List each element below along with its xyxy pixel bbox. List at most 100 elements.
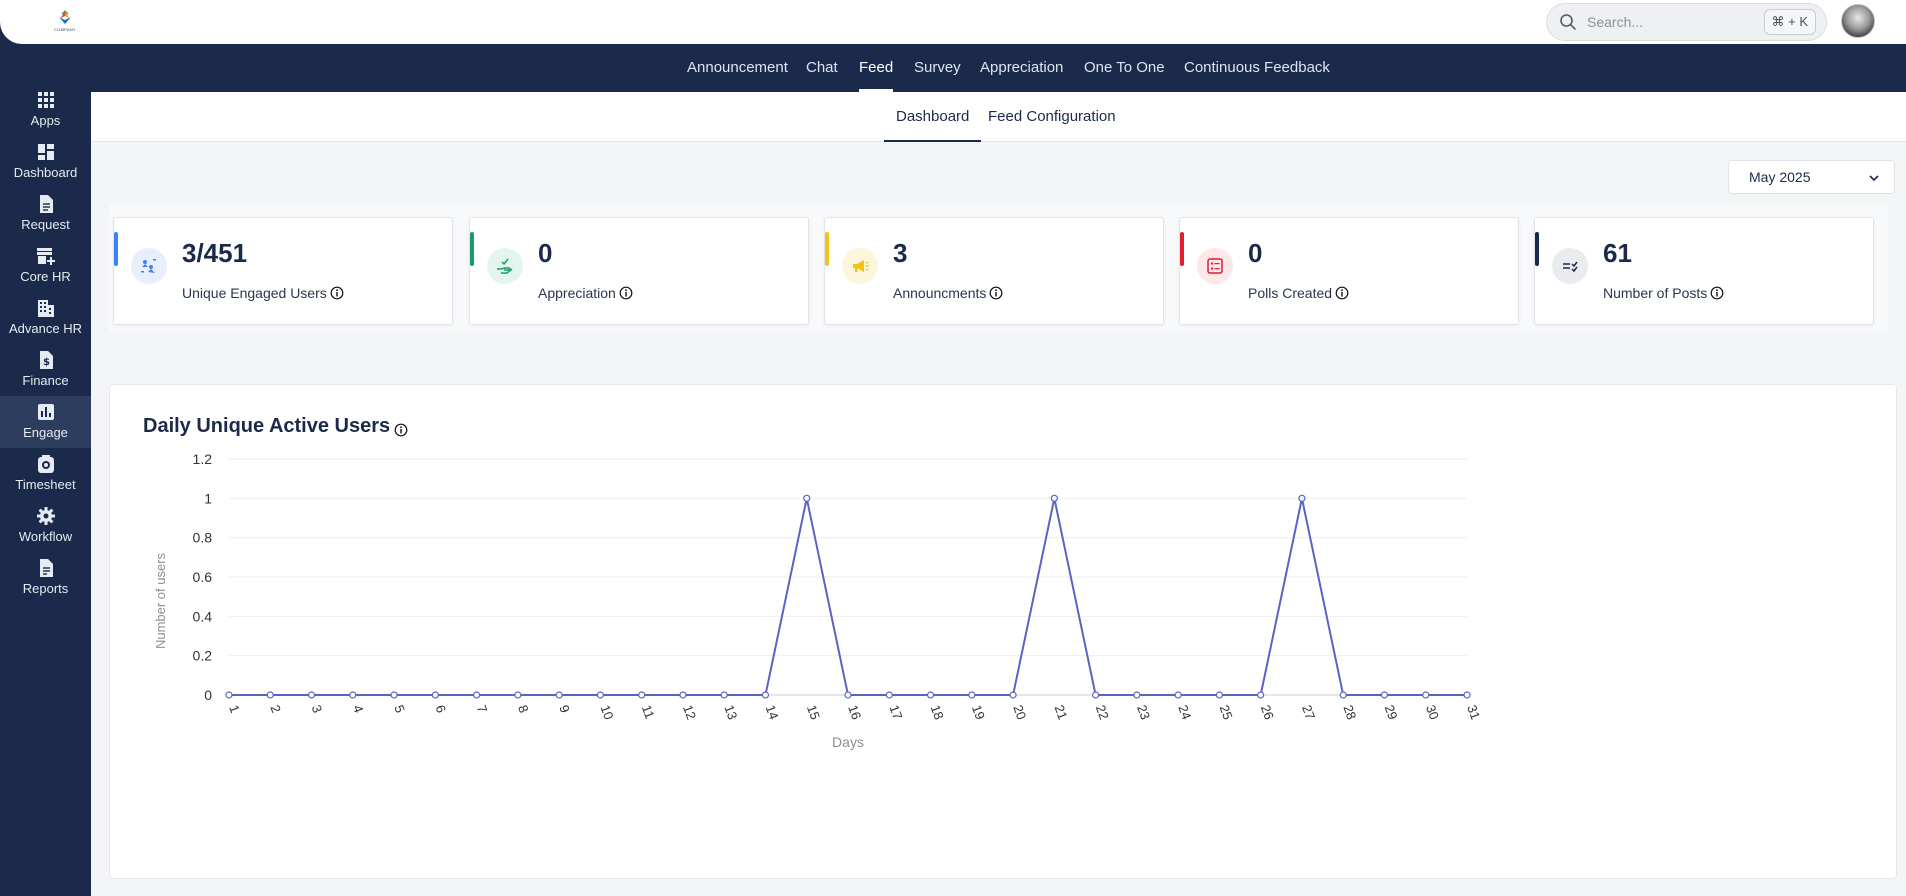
sidebar-item-label: Request (21, 217, 70, 232)
sub-tabs: Dashboard Feed Configuration (91, 92, 1906, 142)
module-tab-appreciation[interactable]: Appreciation (980, 59, 1064, 76)
module-tab-announcement[interactable]: Announcement (687, 59, 788, 76)
data-point (307, 691, 316, 699)
sidebar-item-finance[interactable]: $ Finance (0, 344, 91, 396)
stat-label-row: Number of Posts (1603, 285, 1724, 301)
info-icon[interactable] (989, 286, 1003, 300)
x-tick-label: 17 (886, 703, 905, 722)
x-tick-label: 6 (433, 703, 450, 715)
sidebar-item-reports[interactable]: Reports (0, 552, 91, 604)
x-tick-label: 9 (556, 703, 573, 715)
document-icon (39, 195, 53, 213)
store-icon (36, 248, 55, 265)
month-select-value: May 2025 (1749, 169, 1811, 185)
info-icon[interactable] (1710, 286, 1724, 300)
x-tick-label: 19 (969, 703, 988, 722)
month-select[interactable]: May 2025 (1728, 160, 1895, 194)
x-tick-label: 16 (845, 703, 864, 722)
data-point (1298, 494, 1306, 502)
tab-dashboard[interactable]: Dashboard (884, 92, 982, 142)
line-chart: 00.20.40.60.811.21 2 3 4 5 6 7 8 9 10 11 12 13 14 15 16… (153, 451, 1483, 750)
main-content: Dashboard Feed Configuration May 2025 3/… (91, 92, 1906, 896)
sidebar-item-advance-hr[interactable]: Advance HR (0, 292, 91, 344)
sidebar-item-engage[interactable]: Engage (0, 396, 91, 448)
data-point (803, 494, 811, 502)
sidebar-item-dashboard[interactable]: Dashboard (0, 136, 91, 188)
module-tab-feed[interactable]: Feed (859, 44, 894, 92)
data-point (1463, 691, 1471, 699)
sidebar-item-label: Finance (22, 373, 69, 388)
stat-label: Polls Created (1248, 285, 1333, 301)
card-icon-wrap (842, 248, 878, 284)
x-tick-label: 13 (721, 703, 740, 722)
info-icon[interactable] (619, 286, 633, 300)
top-bar: COMPANY Search... ⌘ + K (0, 0, 1906, 44)
card-accent (470, 232, 474, 266)
sidebar-item-label: Reports (22, 581, 69, 596)
x-tick-label: 5 (391, 703, 408, 715)
sidebar-item-timesheet[interactable]: Timesheet (0, 448, 91, 500)
y-tick-label: 0 (204, 687, 212, 703)
card-icon-wrap (1552, 248, 1588, 284)
sidebar-item-workflow[interactable]: Workflow (0, 500, 91, 552)
x-tick-label: 18 (928, 703, 947, 722)
card-accent (114, 232, 118, 266)
data-point (555, 691, 563, 699)
stats-row: 3/451 Unique Engaged Users 0 Appreciatio… (109, 205, 1888, 331)
sidebar-item-apps[interactable]: Apps (0, 84, 91, 136)
data-point (1422, 691, 1430, 699)
chart-title-row: Daily Unique Active Users (143, 415, 408, 438)
x-tick-label: 4 (350, 703, 367, 715)
gear-icon (36, 507, 55, 525)
module-tab-chat[interactable]: Chat (806, 59, 838, 76)
search-input[interactable]: Search... (1587, 14, 1644, 30)
data-point (1380, 691, 1389, 699)
data-point (431, 691, 439, 699)
module-tab-one-to-one[interactable]: One To One (1084, 59, 1165, 76)
sidebar: Apps Dashboard Request Core HR Advance H… (0, 44, 91, 896)
card-icon-wrap (487, 248, 523, 284)
user-avatar[interactable] (1841, 4, 1875, 38)
data-point (1215, 691, 1224, 699)
sidebar-item-label: Engage (23, 425, 68, 440)
info-icon[interactable] (330, 286, 344, 300)
sidebar-item-request[interactable]: Request (0, 188, 91, 240)
x-tick-label: 25 (1217, 703, 1236, 722)
finance-icon: $ (39, 351, 53, 369)
sidebar-item-core-hr[interactable]: Core HR (0, 240, 91, 292)
stat-value: 3/451 (182, 238, 248, 268)
data-point (1009, 691, 1017, 699)
module-tab-continuous-feedback[interactable]: Continuous Feedback (1184, 59, 1330, 76)
y-axis-label: Number of users (153, 552, 168, 649)
card-accent (1180, 232, 1184, 266)
module-tab-survey[interactable]: Survey (914, 59, 961, 76)
logo-icon (59, 10, 71, 24)
report-icon (39, 559, 53, 577)
info-icon[interactable] (394, 423, 408, 437)
data-point (638, 691, 646, 699)
data-point (761, 691, 770, 699)
stat-value: 0 (538, 238, 553, 268)
y-tick-label: 1 (204, 490, 212, 506)
stat-card-posts: 61 Number of Posts (1534, 217, 1874, 325)
search-box[interactable]: Search... ⌘ + K (1546, 3, 1827, 41)
y-tick-label: 0.8 (193, 530, 213, 546)
info-icon[interactable] (1335, 286, 1349, 300)
x-tick-label: 23 (1134, 703, 1153, 722)
x-tick-label: 28 (1340, 703, 1359, 722)
x-tick-label: 24 (1175, 703, 1194, 722)
y-tick-label: 0.2 (193, 648, 213, 664)
x-tick-label: 20 (1010, 703, 1029, 722)
card-icon-wrap (1197, 248, 1233, 284)
data-point (1133, 691, 1141, 699)
chart-title: Daily Unique Active Users (143, 415, 391, 437)
x-tick-label: 27 (1299, 703, 1318, 722)
logo-text: COMPANY (53, 27, 77, 32)
sidebar-item-label: Advance HR (9, 321, 82, 336)
data-point (926, 691, 935, 699)
x-tick-label: 7 (474, 703, 491, 715)
tab-feed-configuration[interactable]: Feed Configuration (988, 108, 1116, 125)
card-icon-wrap (131, 248, 167, 284)
company-logo[interactable]: COMPANY (52, 8, 78, 34)
y-tick-label: 1.2 (193, 451, 213, 467)
